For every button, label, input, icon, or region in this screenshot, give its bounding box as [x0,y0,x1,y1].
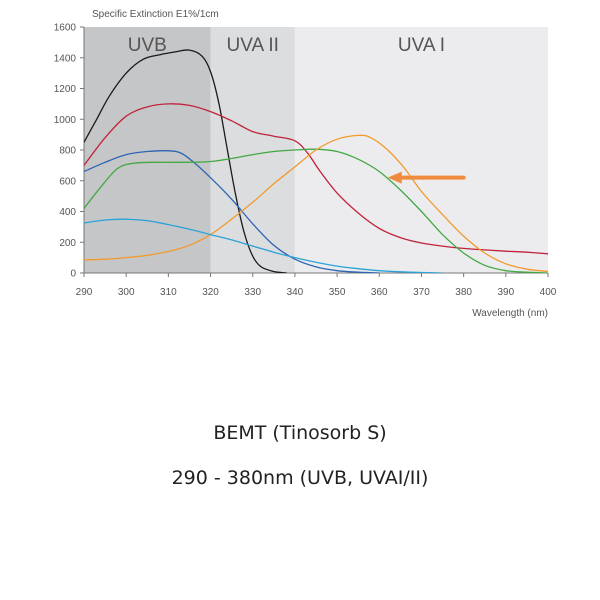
x-tick-label: 390 [497,287,514,298]
band-label-0: UVB [128,35,167,56]
series-line-4 [84,134,548,273]
bands-layer: UVB UVA II UVA I [84,27,548,273]
x-tick-label: 290 [76,287,93,298]
band-label-1: UVA II [227,35,279,56]
x-tick-label: 350 [329,287,346,298]
series-line-3 [84,148,548,273]
y-tick-label: 1400 [54,53,77,64]
arrow-annotation-0 [387,171,466,184]
x-axis-label: Wavelength (nm) [472,308,548,319]
series-line-5 [84,218,443,273]
x-tick-label: 370 [413,287,430,298]
series-line-2 [84,150,380,273]
y-tick-label: 0 [70,269,76,280]
band-0 [84,27,211,273]
series-layer [84,49,548,273]
x-tick-label: 320 [202,287,219,298]
y-tick-label: 200 [59,238,76,249]
series-line-1 [84,103,548,255]
caption-subtitle: 290 - 380nm (UVB, UVAI/II) [171,467,429,489]
caption-title: BEMT (Tinosorb S) [213,422,387,444]
x-tick-label: 300 [118,287,135,298]
y-tick-label: 800 [59,146,76,157]
x-tick-label: 400 [540,287,557,298]
series-line-0 [84,49,287,273]
x-tick-label: 380 [455,287,472,298]
axes-layer: 0 200 400 600 800 1000 1200 1400 1600 290 300 310 32… [54,23,557,299]
band-1 [210,27,295,273]
x-tick-label: 340 [287,287,304,298]
x-tick-label: 330 [244,287,261,298]
x-tick-label: 310 [160,287,177,298]
y-tick-label: 600 [59,176,76,187]
arrow-head [387,171,402,184]
x-tick-label: 360 [371,287,388,298]
y-tick-label: 1000 [54,115,77,126]
y-tick-label: 400 [59,207,76,218]
y-tick-label: 1600 [54,23,77,34]
band-label-2: UVA I [398,35,445,56]
annotation-layer [387,171,466,184]
y-axis-label: Specific Extinction E1%/1cm [92,9,219,20]
y-tick-label: 1200 [54,84,77,95]
band-2 [294,27,548,273]
